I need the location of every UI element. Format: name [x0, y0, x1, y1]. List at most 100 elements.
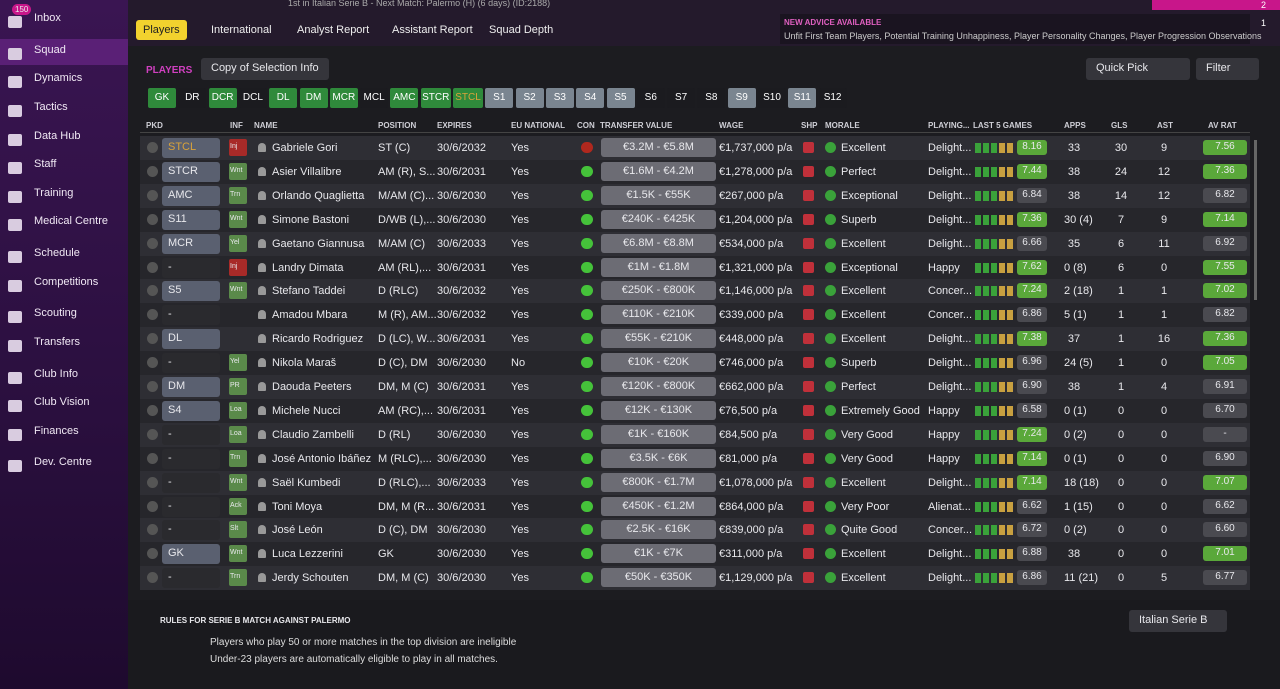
- player-row[interactable]: - Loa Claudio Zambelli D (RL) 30/6/2030 Yes €1…: [140, 422, 1250, 447]
- nav-item[interactable]: Medical Centre: [34, 215, 108, 227]
- player-row[interactable]: S4 Loa Michele Nucci AM (RC),... 30/6/2031 Ye…: [140, 398, 1250, 423]
- column-header[interactable]: EU NATIONAL: [511, 121, 566, 130]
- tab[interactable]: Assistant Report: [392, 24, 473, 36]
- tab[interactable]: International: [211, 24, 272, 36]
- player-row[interactable]: S5 Wnt Stefano Taddei D (RLC) 30/6/2032 Yes €2…: [140, 279, 1250, 304]
- nav-item[interactable]: Squad: [34, 44, 66, 56]
- column-header[interactable]: AV RAT: [1208, 121, 1237, 130]
- column-header[interactable]: INF: [230, 121, 243, 130]
- tab[interactable]: Analyst Report: [297, 24, 370, 36]
- average-rating: 7.36: [1215, 332, 1235, 344]
- player-row[interactable]: - Amadou Mbara M (R), AM... 30/6/2032 Yes €11…: [140, 303, 1250, 328]
- column-header[interactable]: EXPIRES: [437, 121, 472, 130]
- player-row[interactable]: AMC Trn Orlando Quaglietta M/AM (C)... 30/6/…: [140, 183, 1250, 208]
- tab[interactable]: Squad Depth: [489, 24, 554, 36]
- nav-item[interactable]: Staff: [34, 158, 57, 170]
- position-button[interactable]: S8: [697, 88, 726, 108]
- position-button[interactable]: AMC: [390, 88, 419, 108]
- column-header[interactable]: LAST 5 GAMES: [973, 121, 1033, 130]
- nav-item[interactable]: Transfers: [34, 336, 81, 348]
- form-bar: [1007, 214, 1013, 225]
- wage: €84,500 p/a: [719, 428, 778, 441]
- nav-item[interactable]: Data Hub: [34, 130, 81, 142]
- check: [147, 452, 158, 464]
- nav-item[interactable]: Club Vision: [34, 396, 90, 408]
- player-row[interactable]: S11 Wnt Simone Bastoni D/WB (L),... 30/6/203…: [140, 207, 1250, 232]
- position-button[interactable]: S7: [667, 88, 696, 108]
- column-header[interactable]: APPS: [1064, 121, 1086, 130]
- advice-box[interactable]: NEW ADVICE AVAILABLE Unfit First Team Pl…: [780, 14, 1262, 44]
- column-header[interactable]: AST: [1157, 121, 1173, 130]
- player-row[interactable]: - Trn José Antonio Ibáñez M (RLC),... 30/6/2…: [140, 446, 1250, 471]
- player-row[interactable]: DM PR Daouda Peeters DM, M (C) 30/6/2031 Yes €…: [140, 375, 1250, 399]
- player-row[interactable]: - Inj Landry Dimata AM (RL),... 30/6/2031 Yes…: [140, 255, 1250, 280]
- pkd-box: [162, 377, 220, 397]
- column-header[interactable]: SHP: [801, 121, 818, 130]
- player-row[interactable]: - Ack Toni Moya DM, M (R... 30/6/2031 Yes €450…: [140, 494, 1250, 519]
- filter[interactable]: Filter: [1196, 58, 1259, 80]
- position-button[interactable]: DCL: [238, 88, 267, 108]
- position-button[interactable]: STCL: [453, 88, 483, 108]
- nav-item[interactable]: Dev. Centre: [34, 456, 92, 468]
- pkd-value: GK: [168, 547, 184, 560]
- transfer-value: €6.8M - €8.8M: [623, 236, 694, 249]
- action-bar[interactable]: [1152, 0, 1280, 10]
- position-button[interactable]: S4: [576, 88, 605, 108]
- nav-item[interactable]: Finances: [34, 425, 79, 437]
- position-button[interactable]: S10: [758, 88, 786, 108]
- form-badge: [1017, 259, 1047, 275]
- con-icon: [581, 428, 593, 440]
- position-button[interactable]: MCR: [329, 88, 358, 108]
- position-button[interactable]: GK: [148, 88, 176, 108]
- shp-icon: [803, 213, 814, 225]
- player-row[interactable]: STCR Wnt Asier Villalibre AM (R), S... 30/6/…: [140, 159, 1250, 184]
- player-row[interactable]: - Trn Jerdy Schouten DM, M (C) 30/6/2030 Yes €…: [140, 566, 1250, 591]
- quick-pick[interactable]: Quick Pick: [1086, 58, 1190, 80]
- nav-item[interactable]: Training: [34, 187, 74, 199]
- position-button[interactable]: S11: [788, 88, 817, 108]
- column-header[interactable]: WAGE: [719, 121, 744, 130]
- column-header[interactable]: POSITION: [378, 121, 417, 130]
- nav-item[interactable]: Inbox: [34, 12, 61, 24]
- position-button[interactable]: S5: [606, 88, 635, 108]
- nav-item[interactable]: Dynamics: [34, 72, 83, 84]
- tab[interactable]: Players: [136, 20, 187, 40]
- column-header[interactable]: PKD: [146, 121, 163, 130]
- nav-item[interactable]: Club Info: [34, 368, 79, 380]
- player-row[interactable]: - Yel Nikola Maraš D (C), DM 30/6/2030 No €10K…: [140, 351, 1250, 376]
- player-row[interactable]: - Wnt Saël Kumbedi D (RLC),... 30/6/2033 Yes €…: [140, 470, 1250, 495]
- copy-button[interactable]: Copy of Selection Info: [201, 58, 329, 80]
- position-button[interactable]: DL: [269, 88, 298, 108]
- player-row[interactable]: MCR Yel Gaetano Giannusa M/AM (C) 30/6/2033 Y…: [140, 231, 1250, 256]
- position-button[interactable]: STCR: [420, 88, 451, 108]
- position-button[interactable]: S9: [727, 88, 756, 108]
- position-button[interactable]: S3: [545, 88, 574, 108]
- position-button[interactable]: S12: [818, 88, 847, 108]
- position-button[interactable]: DCR: [208, 88, 237, 108]
- nav-item[interactable]: Competitions: [34, 276, 99, 288]
- nav-item[interactable]: Schedule: [34, 247, 80, 259]
- assists: 0: [1160, 261, 1168, 274]
- nav-item[interactable]: Tactics: [34, 101, 68, 113]
- form-bar: [1007, 477, 1013, 488]
- position-button[interactable]: DM: [299, 88, 328, 108]
- inf-tag: [229, 401, 247, 419]
- competition-select[interactable]: Italian Serie B: [1129, 610, 1227, 632]
- morale-icon: [825, 285, 836, 297]
- player-row[interactable]: DL Ricardo Rodriguez D (LC), W... 30/6/2031…: [140, 327, 1250, 352]
- column-header[interactable]: CON: [577, 121, 595, 130]
- column-header[interactable]: TRANSFER VALUE: [600, 121, 673, 130]
- nav-item[interactable]: Scouting: [34, 307, 77, 319]
- column-header[interactable]: PLAYING...: [928, 121, 970, 130]
- player-row[interactable]: STCL Inj Gabriele Gori ST (C) 30/6/2032 Yes €3…: [140, 136, 1250, 160]
- player-row[interactable]: GK Wnt Luca Lezzerini GK 30/6/2030 Yes €1K - €…: [140, 542, 1250, 567]
- position-button[interactable]: MCL: [360, 88, 389, 108]
- player-row[interactable]: - Slt José León D (C), DM 30/6/2030 Yes €2.5K …: [140, 518, 1250, 543]
- position-button[interactable]: S6: [636, 88, 665, 108]
- column-header[interactable]: NAME: [254, 121, 278, 130]
- position-button[interactable]: S1: [485, 88, 514, 108]
- column-header[interactable]: GLS: [1111, 121, 1128, 130]
- position-button[interactable]: DR: [178, 88, 207, 108]
- column-header[interactable]: MORALE: [825, 121, 860, 130]
- position-button[interactable]: S2: [515, 88, 544, 108]
